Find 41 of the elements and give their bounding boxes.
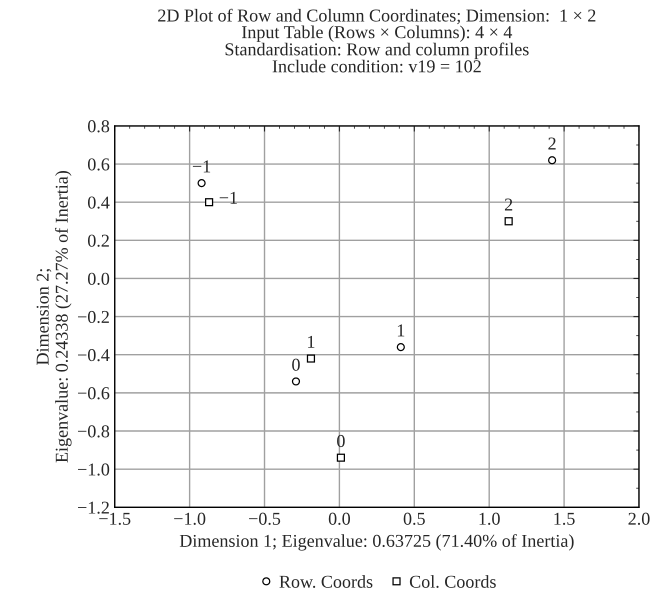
y-tick-label: −0.4	[78, 348, 110, 362]
x-tick-label: 0.5	[404, 512, 425, 525]
point	[292, 377, 300, 386]
y-tick-label: −1.2	[78, 502, 109, 514]
annotation: −1	[220, 192, 237, 204]
y-tick-label: 0.0	[88, 272, 110, 285]
annotation: 2	[548, 138, 556, 150]
x-tick-label: 0.0	[328, 512, 350, 525]
chart-subtitle: Input Table (Rows × Columns): 4 × 4 Standardisation: Row and column profiles Include condition: v19 = 102	[226, 26, 529, 73]
annotation: −1	[192, 160, 210, 172]
x-tick-label: −1.5	[99, 512, 130, 525]
annotation: 1	[398, 324, 404, 336]
point	[306, 354, 316, 363]
x-tick-label: 1.5	[554, 512, 575, 525]
annotation: 1	[308, 336, 314, 348]
y-axis-title: Dimension 2; Eigenvalue: 0.24338 (27.27% of Inertia)	[36, 170, 72, 462]
point	[396, 343, 405, 352]
x-tick-label: 1.0	[480, 512, 500, 525]
point	[548, 156, 556, 164]
point	[504, 217, 513, 226]
y-tick-label: 0.2	[88, 234, 109, 247]
annotation: 0	[292, 358, 300, 371]
point	[198, 179, 206, 188]
chart-title: 2D Plot of Row and Column Coordinates; Dimension: 1 × 2	[158, 8, 596, 24]
x-tick-label: 2.0	[628, 512, 650, 525]
legend-label: Row. Coords	[279, 575, 372, 588]
x-tick-label: −0.5	[249, 512, 280, 525]
y-tick-label: −1.0	[78, 463, 110, 476]
annotation: 2	[504, 198, 512, 210]
point	[204, 198, 214, 206]
point	[336, 454, 346, 462]
annotation: 0	[337, 434, 345, 448]
y-tick-label: −0.8	[78, 425, 110, 438]
legend-label: Col. Coords	[410, 575, 496, 588]
y-tick-label: 0.6	[88, 158, 110, 171]
y-tick-label: 0.8	[88, 120, 110, 132]
y-tick-label: −0.6	[78, 387, 110, 400]
y-tick-label: −0.2	[78, 310, 109, 324]
x-axis-title: Dimension 1; Eigenvalue: 0.63725 (71.40% of Inertia)	[180, 534, 574, 551]
y-tick-label: 0.4	[88, 196, 110, 209]
x-tick-label: −1.0	[174, 512, 206, 525]
